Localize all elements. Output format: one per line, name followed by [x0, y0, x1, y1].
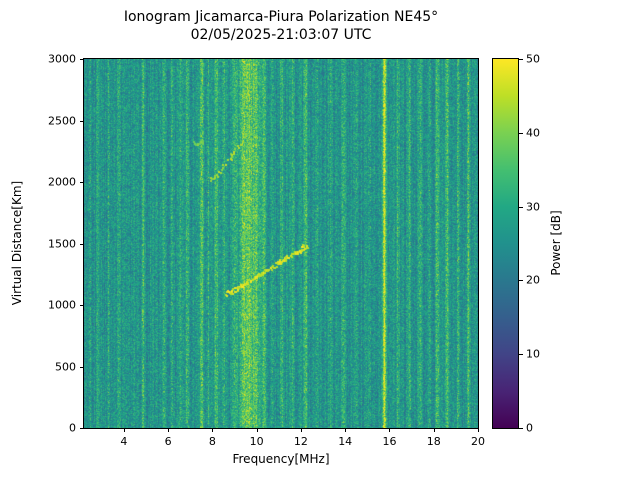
- y-tick-label: 500: [55, 360, 76, 373]
- x-tick-mark: [256, 428, 258, 432]
- x-tick-mark: [433, 428, 435, 432]
- x-tick-mark: [300, 428, 302, 432]
- x-tick-label: 10: [249, 435, 264, 448]
- x-tick-label: 18: [426, 435, 441, 448]
- x-tick-mark: [389, 428, 391, 432]
- x-tick-label: 8: [208, 435, 216, 448]
- y-tick-label: 3000: [48, 52, 76, 66]
- colorbar-label: Power [dB]: [549, 210, 563, 276]
- colorbar-tick-mark: [519, 59, 523, 60]
- colorbar-tick-label: 0: [526, 421, 533, 435]
- y-tick-mark: [80, 182, 84, 183]
- chart-title: Ionogram Jicamarca-Piura Polarization NE…: [84, 8, 478, 44]
- colorbar-tick-mark: [519, 280, 523, 282]
- chart-title-line2: 02/05/2025-21:03:07 UTC: [190, 27, 372, 43]
- colorbar-tick-mark: [519, 132, 523, 134]
- colorbar-tick-mark: [519, 428, 523, 429]
- colorbar-tick-label: 30: [526, 200, 540, 214]
- colorbar-tick-label: 40: [526, 126, 540, 140]
- ionogram-heatmap: [84, 59, 478, 428]
- y-tick-mark: [80, 59, 84, 60]
- x-tick-mark: [212, 428, 214, 432]
- x-tick-mark: [345, 428, 347, 432]
- colorbar-tick-label: 50: [526, 52, 540, 66]
- y-tick-label: 1500: [48, 237, 76, 250]
- x-tick-mark: [168, 428, 170, 432]
- colorbar-tick-label: 20: [526, 273, 540, 287]
- y-tick-mark: [80, 305, 84, 306]
- y-tick-mark: [80, 243, 84, 245]
- y-tick-label: 0: [69, 421, 76, 435]
- colorbar: [492, 58, 519, 429]
- x-tick-label: 16: [382, 435, 397, 448]
- y-tick-mark: [80, 120, 84, 122]
- x-tick-mark: [123, 428, 125, 432]
- y-tick-label: 1000: [48, 298, 76, 312]
- x-tick-label: 4: [120, 435, 128, 448]
- x-axis-label: Frequency[MHz]: [232, 452, 330, 466]
- y-tick-label: 2500: [48, 114, 76, 127]
- x-tick-label: 12: [293, 435, 308, 448]
- y-tick-label: 2000: [48, 175, 76, 189]
- y-tick-mark: [80, 366, 84, 368]
- y-tick-mark: [80, 428, 84, 429]
- x-tick-mark: [478, 428, 479, 432]
- plot-area: [83, 58, 479, 429]
- chart-title-line1: Ionogram Jicamarca-Piura Polarization NE…: [123, 9, 439, 25]
- colorbar-tick-label: 10: [526, 347, 540, 361]
- x-tick-label: 14: [338, 435, 353, 448]
- y-axis-label: Virtual Distance[Km]: [10, 180, 24, 306]
- x-tick-label: 6: [164, 435, 172, 448]
- x-tick-label: 20: [471, 435, 485, 448]
- colorbar-tick-mark: [519, 206, 523, 208]
- colorbar-tick-mark: [519, 354, 523, 356]
